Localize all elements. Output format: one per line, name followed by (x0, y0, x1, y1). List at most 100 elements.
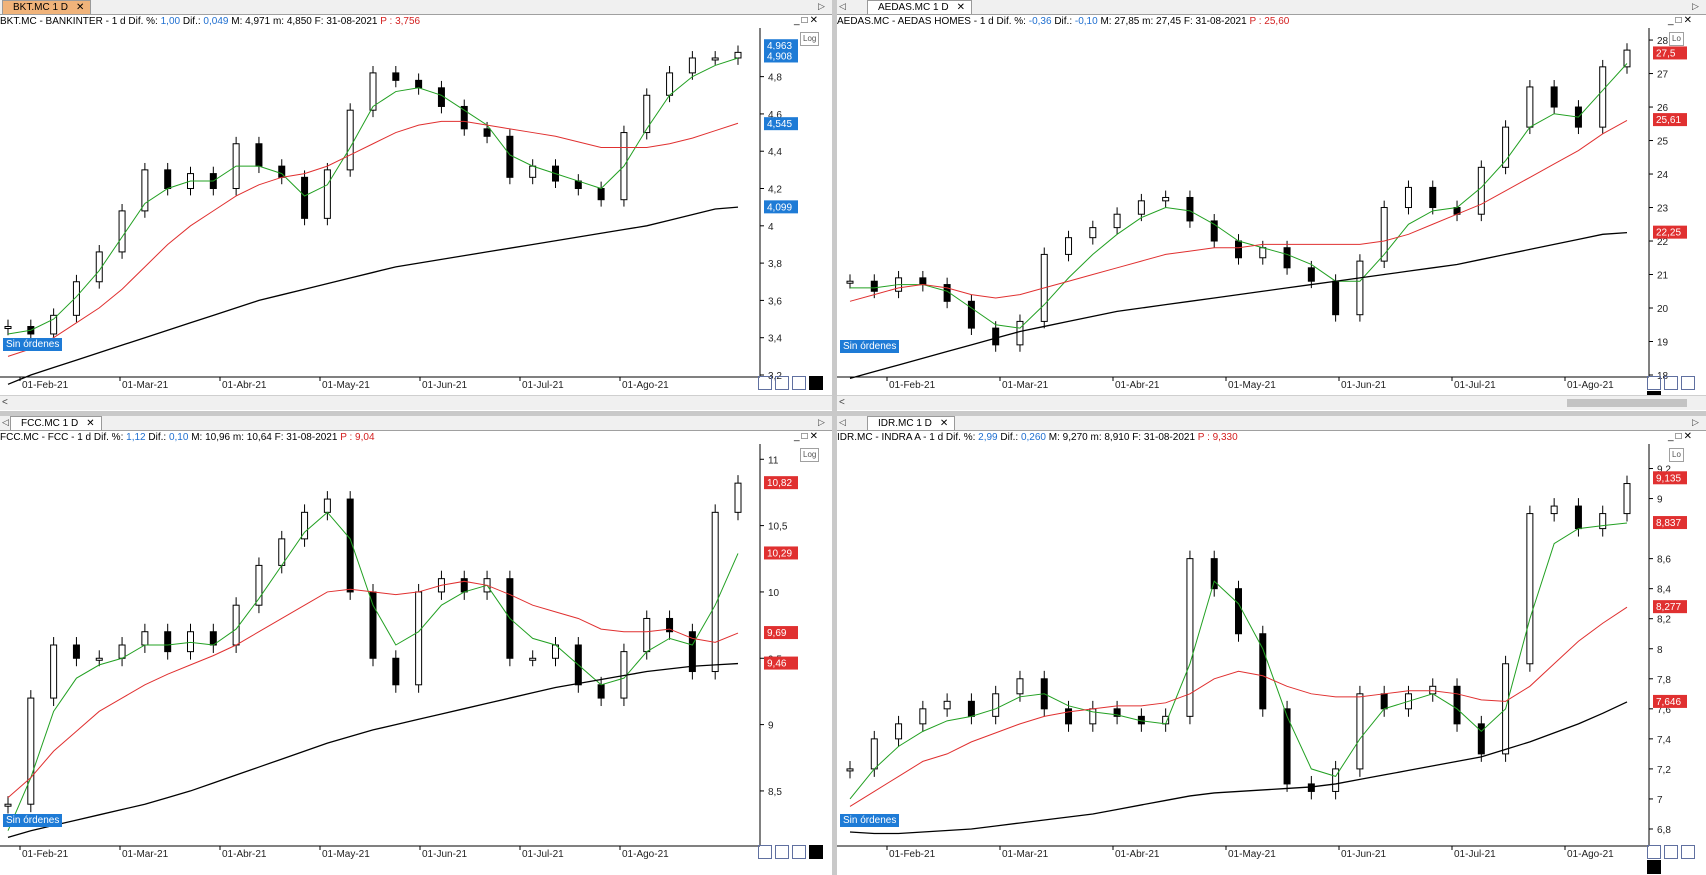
horizontal-splitter[interactable] (0, 411, 1706, 416)
y-tick-label: 9 (768, 721, 774, 732)
tab-close-icon[interactable]: ✕ (956, 2, 965, 13)
save-icon[interactable] (775, 845, 789, 859)
save-icon[interactable] (1664, 376, 1678, 390)
window-buttons[interactable]: _□✕ (1668, 431, 1694, 442)
color-icon[interactable] (1647, 859, 1661, 874)
zoom-icon[interactable] (1647, 845, 1661, 859)
candle-body (967, 700, 975, 717)
candle-body (460, 578, 468, 593)
candle-body (967, 300, 975, 329)
pin-icon[interactable] (1681, 845, 1695, 859)
candle-body (1332, 768, 1340, 792)
log-scale-toggle[interactable]: Lo (1669, 32, 1684, 46)
header-min-label: m: (1090, 432, 1102, 443)
candle-body (415, 79, 423, 89)
window-buttons[interactable]: _□✕ (794, 15, 820, 26)
scroll-left-icon[interactable]: < (2, 397, 8, 408)
candle-body (506, 135, 514, 178)
price-label: 10,82 (767, 478, 792, 489)
pin-icon[interactable] (792, 845, 806, 859)
zoom-icon[interactable] (758, 845, 772, 859)
x-tick-label: 01-Ago-21 (1567, 380, 1614, 391)
candle-body (688, 57, 696, 74)
quote-header: AEDAS.MC - AEDAS HOMES - 1 d Dif. %: -0,… (837, 15, 1706, 28)
quote-header: BKT.MC - BANKINTER - 1 d Dif. %: 1,00 Di… (0, 15, 832, 28)
y-tick-label: 20 (1657, 304, 1669, 315)
candle-body (529, 657, 537, 661)
y-tick-label: 25 (1657, 137, 1669, 148)
candle-body (1623, 49, 1631, 68)
candle-body (164, 631, 172, 653)
save-icon[interactable] (775, 376, 789, 390)
tab-close-icon[interactable]: ✕ (76, 2, 85, 13)
header-max: 4,971 (245, 16, 271, 27)
series-line-1 (7, 511, 739, 831)
tab-close-icon[interactable]: ✕ (86, 418, 95, 429)
log-scale-toggle[interactable]: Lo (1669, 448, 1684, 462)
candle-body (369, 72, 377, 111)
pin-icon[interactable] (1681, 376, 1695, 390)
price-label-box (764, 39, 798, 53)
candle-body (1526, 86, 1534, 128)
candle-body (164, 169, 172, 190)
tab-bkt[interactable]: BKT.MC 1 D ✕ (2, 0, 92, 14)
color-icon[interactable] (809, 845, 823, 859)
color-icon[interactable] (809, 376, 823, 390)
candle-body (346, 109, 354, 171)
y-tick-label: 8,2 (1657, 615, 1671, 626)
vertical-splitter[interactable] (832, 0, 837, 875)
tab-fcc[interactable]: FCC.MC 1 D ✕ (10, 416, 102, 430)
tab-scroll-right-icon[interactable]: ▷ (818, 417, 825, 427)
save-icon[interactable] (1664, 845, 1678, 859)
zoom-icon[interactable] (758, 376, 772, 390)
candle-body (1526, 513, 1534, 665)
zoom-icon[interactable] (1647, 376, 1661, 390)
series-line-1 (850, 63, 1628, 329)
scroll-left-icon[interactable]: < (839, 397, 845, 408)
x-tick-label: 01-Jun-21 (422, 849, 467, 860)
tab-scroll-right-icon[interactable]: ▷ (818, 1, 825, 11)
window-buttons[interactable]: _□✕ (794, 431, 820, 442)
chart-svg: 3,23,43,63,844,24,44,64,801-Feb-21 01-Mar… (0, 28, 798, 391)
tab-scroll-right-icon[interactable]: ▷ (1692, 417, 1699, 427)
price-label-box (764, 546, 798, 560)
tab-scroll-right-icon[interactable]: ▷ (1692, 1, 1699, 11)
candle-body (643, 94, 651, 134)
pin-icon[interactable] (792, 376, 806, 390)
tab-close-icon[interactable]: ✕ (939, 418, 949, 429)
x-tick-label: 01-Mar-21 (1002, 380, 1049, 391)
price-label: 8,277 (1656, 602, 1681, 613)
candle-body (141, 631, 149, 646)
horizontal-scrollbar[interactable]: < (0, 395, 832, 410)
log-scale-toggle[interactable]: Log (800, 448, 820, 462)
horizontal-scrollbar[interactable]: < (837, 395, 1706, 410)
y-tick-label: 26 (1657, 103, 1669, 114)
price-label: 9,46 (767, 659, 787, 670)
window-buttons[interactable]: _□✕ (1668, 15, 1694, 26)
header-p-label: P : (1197, 432, 1210, 443)
candle-body (1186, 196, 1194, 222)
x-tick-label: 01-Ago-21 (1567, 849, 1614, 860)
tab-aedas[interactable]: AEDAS.MC 1 D ✕ (867, 0, 972, 14)
header-dif: 0,260 (1020, 432, 1046, 443)
tab-scroll-left-icon[interactable]: ◁ (839, 1, 846, 11)
tab-strip: ◁ FCC.MC 1 D ✕ ▷ (0, 416, 832, 431)
candle-body (392, 657, 400, 686)
candle-body (643, 617, 651, 653)
no-orders-badge: Sin órdenes (840, 814, 900, 827)
scrollbar-thumb[interactable] (1567, 399, 1687, 407)
tab-idr[interactable]: IDR.MC 1 D ✕ (867, 416, 956, 430)
no-orders-badge: Sin órdenes (3, 814, 63, 827)
series-line-3 (849, 231, 1628, 379)
header-dif-pct-label: Dif. %: (93, 432, 124, 443)
candle-body (1502, 126, 1510, 168)
header-dif-pct-label: Dif. %: (996, 16, 1026, 27)
tab-scroll-left-icon[interactable]: ◁ (839, 417, 846, 427)
series-line-3 (7, 662, 739, 838)
tab-scroll-left-icon[interactable]: ◁ (2, 417, 9, 427)
header-date: 31-08-2021 (326, 16, 378, 27)
header-dif-pct: 1,12 (126, 432, 146, 443)
header-min: 8,910 (1104, 432, 1130, 443)
log-scale-toggle[interactable]: Log (800, 32, 820, 46)
price-label: 4,908 (767, 51, 792, 62)
